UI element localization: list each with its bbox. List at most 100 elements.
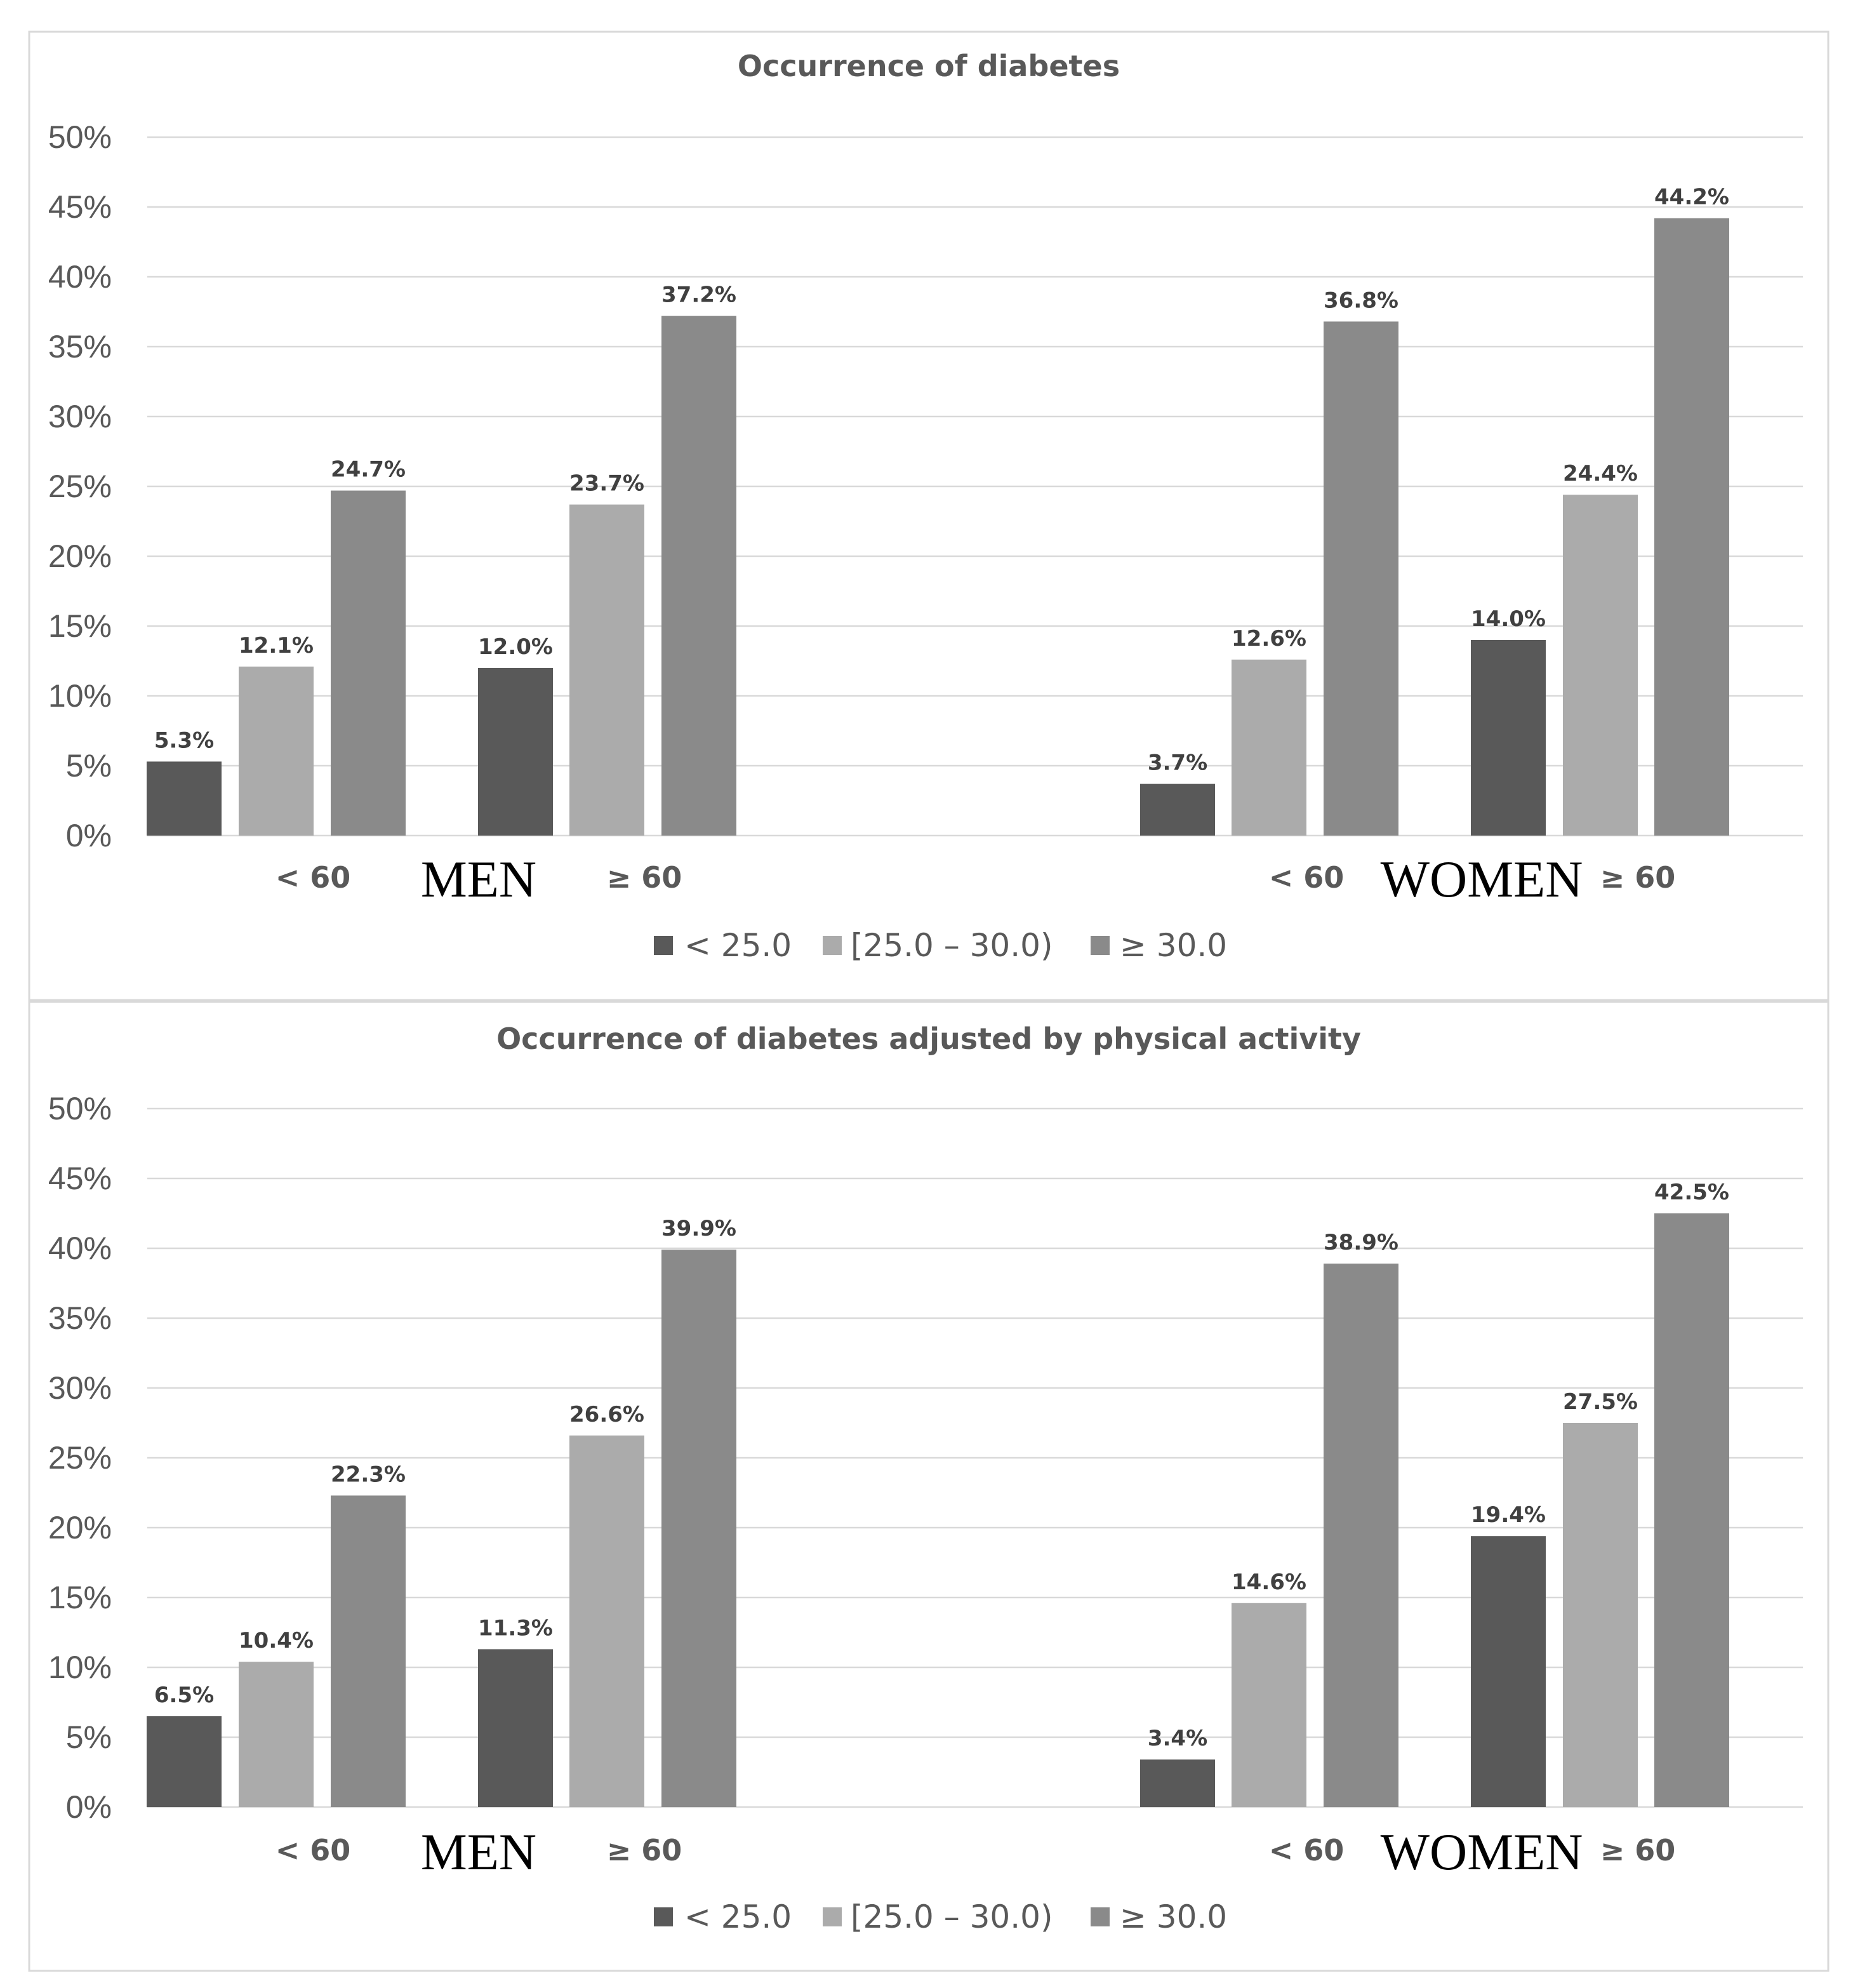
x-tick-label: ≥ 60 xyxy=(1600,860,1676,895)
y-tick-label: 15% xyxy=(48,608,112,644)
bar xyxy=(1140,784,1215,836)
bar xyxy=(331,1495,406,1807)
data-label: 42.5% xyxy=(1654,1180,1729,1205)
bar xyxy=(239,666,314,836)
y-tick-label: 50% xyxy=(48,1091,112,1126)
legend-label: [25.0 – 30.0) xyxy=(851,1898,1053,1935)
x-tick-label: < 60 xyxy=(276,1833,351,1867)
bar xyxy=(331,490,406,836)
chart-frame-top xyxy=(28,30,1830,1001)
y-tick-label: 40% xyxy=(48,1231,112,1266)
x-tick-label: ≥ 60 xyxy=(607,1833,682,1867)
legend-label: [25.0 – 30.0) xyxy=(851,927,1053,964)
data-label: 22.3% xyxy=(331,1462,406,1487)
x-tick-label: ≥ 60 xyxy=(1600,1833,1676,1867)
data-label: 14.6% xyxy=(1232,1570,1306,1595)
data-label: 39.9% xyxy=(661,1216,736,1241)
y-tick-label: 15% xyxy=(48,1580,112,1615)
bar xyxy=(147,761,222,836)
chart-title: Occurrence of diabetes xyxy=(738,49,1120,83)
data-label: 11.3% xyxy=(478,1615,553,1641)
y-tick-label: 25% xyxy=(48,469,112,504)
y-tick-label: 40% xyxy=(48,259,112,295)
y-tick-label: 5% xyxy=(66,1719,112,1755)
data-label: 38.9% xyxy=(1324,1230,1398,1255)
y-tick-label: 35% xyxy=(48,329,112,364)
data-label: 12.0% xyxy=(478,634,553,660)
y-tick-label: 50% xyxy=(48,119,112,155)
bar xyxy=(1654,1213,1729,1807)
legend-swatch xyxy=(1091,1907,1110,1926)
bar xyxy=(478,1649,553,1807)
data-label: 12.6% xyxy=(1232,626,1306,651)
data-label: 19.4% xyxy=(1471,1502,1546,1528)
legend-label: ≥ 30.0 xyxy=(1120,927,1227,964)
y-tick-label: 10% xyxy=(48,1650,112,1685)
data-label: 12.1% xyxy=(239,633,314,658)
data-label: 6.5% xyxy=(154,1683,214,1708)
bar xyxy=(1563,495,1638,836)
bar xyxy=(239,1662,314,1807)
legend-swatch xyxy=(1091,936,1110,955)
y-tick-label: 0% xyxy=(66,1789,112,1825)
legend-swatch xyxy=(823,936,842,955)
legend-label: < 25.0 xyxy=(684,1898,792,1935)
bar xyxy=(478,668,553,836)
data-label: 26.6% xyxy=(569,1402,644,1427)
data-label: 3.7% xyxy=(1148,751,1207,776)
bar xyxy=(1324,321,1398,836)
bar xyxy=(1140,1759,1215,1807)
y-tick-label: 20% xyxy=(48,538,112,574)
bar xyxy=(1232,659,1306,836)
x-tick-label: < 60 xyxy=(1269,1833,1345,1867)
legend-label: < 25.0 xyxy=(684,927,792,964)
legend-label: ≥ 30.0 xyxy=(1120,1898,1227,1935)
data-label: 36.8% xyxy=(1324,288,1398,313)
bar xyxy=(569,1435,644,1807)
legend-swatch xyxy=(654,936,673,955)
data-label: 24.7% xyxy=(331,457,406,483)
bar xyxy=(147,1716,222,1807)
y-tick-label: 0% xyxy=(66,818,112,853)
y-tick-label: 10% xyxy=(48,678,112,714)
chart-title: Occurrence of diabetes adjusted by physi… xyxy=(496,1022,1361,1056)
group-label: MEN xyxy=(421,850,536,908)
bar xyxy=(1563,1423,1638,1807)
y-tick-label: 25% xyxy=(48,1440,112,1476)
bar xyxy=(1471,640,1546,836)
x-tick-label: < 60 xyxy=(276,860,351,895)
y-tick-label: 30% xyxy=(48,399,112,434)
y-tick-label: 35% xyxy=(48,1300,112,1336)
data-label: 5.3% xyxy=(154,728,214,753)
data-label: 27.5% xyxy=(1563,1389,1638,1415)
data-label: 23.7% xyxy=(569,471,644,497)
bar xyxy=(1654,218,1729,836)
data-label: 44.2% xyxy=(1654,185,1729,210)
group-label: WOMEN xyxy=(1381,850,1583,908)
data-label: 14.0% xyxy=(1471,606,1546,632)
x-tick-label: ≥ 60 xyxy=(607,860,682,895)
bar xyxy=(1471,1536,1546,1807)
data-label: 3.4% xyxy=(1148,1726,1207,1751)
legend-swatch xyxy=(823,1907,842,1926)
y-tick-label: 5% xyxy=(66,748,112,784)
group-label: WOMEN xyxy=(1381,1823,1583,1881)
data-label: 10.4% xyxy=(239,1628,314,1653)
legend-swatch xyxy=(654,1907,673,1926)
chart-frame-bottom xyxy=(28,1001,1830,1972)
bar xyxy=(1324,1264,1398,1807)
bar xyxy=(661,1250,736,1807)
bar xyxy=(661,316,736,836)
data-label: 37.2% xyxy=(661,283,736,308)
y-tick-label: 45% xyxy=(48,189,112,225)
bar xyxy=(1232,1603,1306,1807)
x-tick-label: < 60 xyxy=(1269,860,1345,895)
bar xyxy=(569,504,644,836)
y-tick-label: 45% xyxy=(48,1161,112,1196)
y-tick-label: 20% xyxy=(48,1510,112,1545)
data-label: 24.4% xyxy=(1563,461,1638,486)
y-tick-label: 30% xyxy=(48,1370,112,1406)
group-label: MEN xyxy=(421,1823,536,1881)
